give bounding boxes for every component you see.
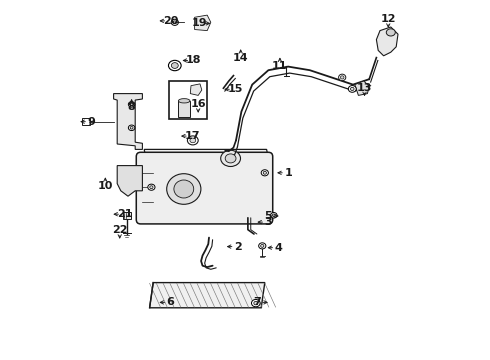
Ellipse shape — [261, 170, 269, 176]
Text: 8: 8 — [128, 102, 135, 112]
Text: 5: 5 — [264, 211, 271, 221]
Ellipse shape — [254, 301, 258, 305]
Ellipse shape — [350, 87, 354, 90]
Text: 7: 7 — [253, 297, 261, 307]
FancyBboxPatch shape — [82, 118, 90, 125]
Polygon shape — [114, 94, 143, 149]
Text: 4: 4 — [274, 243, 282, 253]
Ellipse shape — [272, 214, 275, 217]
Text: 18: 18 — [186, 55, 201, 66]
Text: 17: 17 — [184, 131, 200, 141]
Ellipse shape — [130, 103, 133, 106]
Ellipse shape — [173, 21, 176, 24]
Text: 15: 15 — [227, 84, 243, 94]
Ellipse shape — [174, 180, 194, 198]
Ellipse shape — [178, 99, 190, 103]
Text: 1: 1 — [284, 168, 292, 178]
Ellipse shape — [169, 60, 181, 71]
Ellipse shape — [348, 86, 356, 92]
Text: 13: 13 — [357, 83, 372, 93]
Polygon shape — [376, 27, 398, 56]
Ellipse shape — [341, 76, 344, 79]
Polygon shape — [117, 166, 143, 196]
Text: 22: 22 — [112, 225, 127, 235]
Text: 12: 12 — [381, 14, 396, 24]
Text: 11: 11 — [272, 61, 288, 71]
Bar — [170, 81, 207, 119]
Ellipse shape — [386, 29, 395, 36]
Ellipse shape — [225, 154, 236, 163]
Polygon shape — [190, 84, 202, 95]
Ellipse shape — [220, 150, 241, 166]
Text: 9: 9 — [87, 117, 95, 127]
Text: 6: 6 — [167, 297, 174, 307]
Bar — [178, 101, 190, 117]
Ellipse shape — [172, 63, 178, 68]
Ellipse shape — [270, 212, 277, 218]
Text: 21: 21 — [117, 209, 132, 219]
Ellipse shape — [130, 126, 133, 129]
Ellipse shape — [263, 171, 267, 174]
Ellipse shape — [150, 186, 153, 189]
Polygon shape — [144, 149, 269, 158]
FancyBboxPatch shape — [136, 152, 273, 224]
Ellipse shape — [339, 74, 346, 81]
Ellipse shape — [171, 19, 178, 25]
Ellipse shape — [128, 125, 135, 131]
Text: 3: 3 — [265, 217, 272, 227]
Text: 20: 20 — [163, 16, 178, 26]
Text: 19: 19 — [192, 18, 207, 28]
Text: 16: 16 — [191, 99, 206, 109]
Ellipse shape — [167, 174, 201, 204]
Ellipse shape — [148, 184, 155, 190]
Ellipse shape — [187, 136, 198, 145]
Ellipse shape — [190, 138, 196, 143]
Polygon shape — [195, 15, 211, 31]
Ellipse shape — [128, 102, 135, 107]
Polygon shape — [149, 283, 265, 308]
Text: 14: 14 — [233, 53, 248, 63]
Ellipse shape — [251, 300, 260, 307]
Bar — [122, 212, 130, 219]
Polygon shape — [355, 81, 369, 95]
Ellipse shape — [261, 244, 264, 247]
Text: 10: 10 — [98, 181, 113, 191]
Text: 2: 2 — [234, 242, 242, 252]
Ellipse shape — [259, 243, 266, 249]
